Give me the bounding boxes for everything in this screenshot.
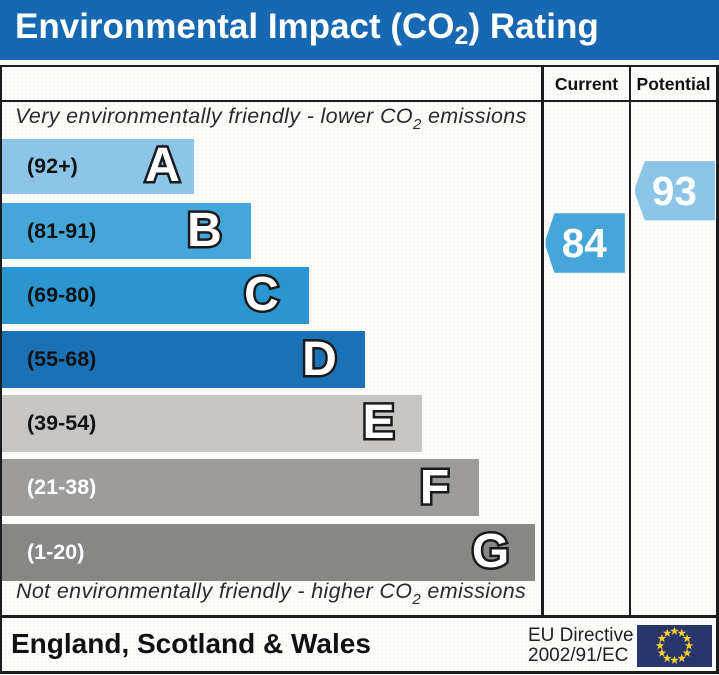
svg-text:B: B (187, 204, 222, 257)
svg-text:C: C (244, 268, 279, 321)
svg-text:A: A (145, 139, 180, 192)
svg-text:93: 93 (652, 168, 697, 214)
svg-text:G: G (471, 525, 508, 578)
svg-text:E: E (362, 396, 394, 449)
svg-text:D: D (302, 333, 337, 386)
svg-text:F: F (420, 461, 449, 514)
svg-text:84: 84 (562, 220, 608, 266)
